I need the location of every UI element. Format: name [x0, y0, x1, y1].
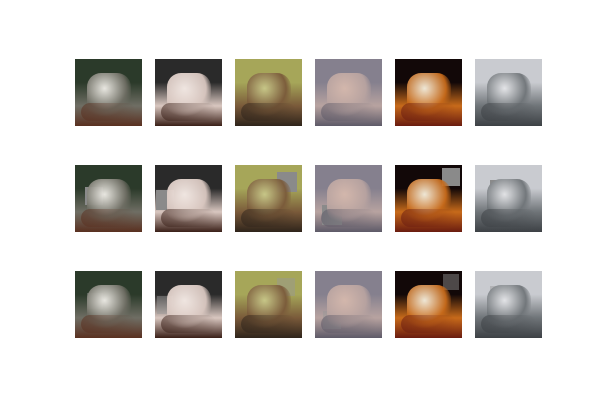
subject-shadow	[401, 103, 456, 121]
subject-shadow	[481, 315, 536, 333]
subject-shadow	[241, 209, 296, 227]
image-r2-c6	[475, 165, 542, 232]
image-r1-c1	[75, 59, 142, 126]
subject-shadow	[241, 315, 296, 333]
image-r3-c1	[75, 271, 142, 338]
occlusion-square	[442, 168, 460, 186]
subject-shadow	[81, 103, 136, 121]
image-r3-c2	[155, 271, 222, 338]
subject-shadow	[321, 209, 376, 227]
subject-shadow	[321, 103, 376, 121]
image-r3-c4	[315, 271, 382, 338]
subject-shadow	[81, 209, 136, 227]
subject-shadow	[401, 315, 456, 333]
image-r2-c3	[235, 165, 302, 232]
image-r1-c5	[395, 59, 462, 126]
image-r3-c5	[395, 271, 462, 338]
subject-shadow	[481, 103, 536, 121]
image-r2-c5	[395, 165, 462, 232]
image-r1-c3	[235, 59, 302, 126]
image-r2-c4	[315, 165, 382, 232]
image-r1-c4	[315, 59, 382, 126]
subject-shadow	[161, 209, 216, 227]
reconstruction-patch	[443, 274, 459, 290]
subject-shadow	[401, 209, 456, 227]
subject-shadow	[81, 315, 136, 333]
image-r3-c6	[475, 271, 542, 338]
image-r1-c6	[475, 59, 542, 126]
subject-shadow	[241, 103, 296, 121]
image-r3-c3	[235, 271, 302, 338]
image-r1-c2	[155, 59, 222, 126]
image-r2-c2	[155, 165, 222, 232]
subject-shadow	[161, 103, 216, 121]
subject-shadow	[481, 209, 536, 227]
subject-shadow	[321, 315, 376, 333]
subject-shadow	[161, 315, 216, 333]
image-r2-c1	[75, 165, 142, 232]
